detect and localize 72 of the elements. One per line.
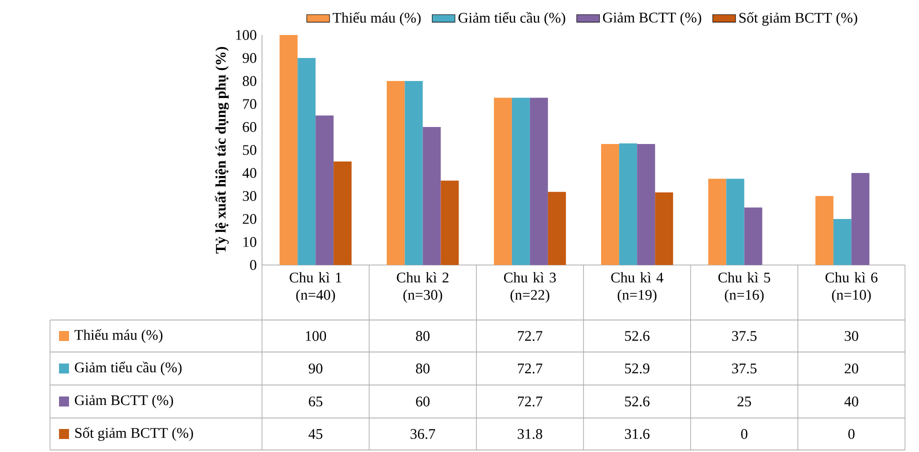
legend-label: Giảm BCTT (%) (603, 12, 702, 26)
bar (316, 115, 334, 265)
data-label: 25 (738, 396, 752, 406)
data-label: 31.6 (624, 429, 650, 439)
data-label: 72.7 (518, 331, 542, 341)
bar (530, 98, 548, 265)
bar (548, 192, 566, 265)
data-label: 72.7 (518, 396, 542, 406)
x-tick-label: Chu kì 5 (n=16) (718, 272, 770, 303)
x-tick-label: Chu kì 3 (n=22) (504, 272, 556, 303)
y-tick-label: 80 (242, 76, 256, 86)
data-label: 52.6 (625, 396, 650, 406)
bar (833, 218, 852, 265)
y-tick-label: 0 (250, 260, 256, 270)
y-tick-label: 50 (243, 145, 256, 155)
legend-label: Giảm tiểu cầu (%) (458, 12, 566, 26)
y-tick-label: 60 (242, 122, 256, 132)
y-tick-label: 90 (242, 53, 256, 63)
data-label: 37.5 (732, 331, 757, 341)
data-label: 52.9 (625, 364, 650, 374)
bar (280, 35, 298, 265)
text: Thiếu máu (%) (74, 329, 162, 343)
text: Giảm tiểu cầu (%) (74, 362, 182, 376)
x-tick-label: Chu kì 6 (n=10) (826, 272, 878, 303)
data-label: 52.6 (625, 331, 650, 341)
data-label: 40 (844, 396, 858, 406)
data-label: 60 (416, 396, 430, 406)
bar (815, 196, 834, 265)
bar (637, 144, 656, 265)
data-label: 90 (308, 364, 322, 374)
bar (708, 178, 726, 265)
y-tick-label: 100 (236, 30, 256, 40)
y-tick-label: 70 (243, 99, 256, 109)
bar (440, 180, 459, 265)
x-tick-label: Chu kì 2 (n=30) (396, 272, 448, 303)
bar (619, 143, 638, 265)
legend-label: Sốt giảm BCTT (%) (739, 12, 858, 26)
data-label: 0 (741, 429, 748, 439)
data-label: 20 (844, 364, 858, 374)
data-label: 65 (308, 396, 322, 406)
x-tick-label: Chu kì 1 (n=40) (290, 272, 342, 303)
data-label: 45 (308, 429, 322, 439)
data-label: 30 (844, 331, 858, 341)
bar (422, 126, 441, 265)
bar (386, 81, 405, 265)
data-label: 100 (306, 331, 326, 341)
bar (655, 192, 674, 265)
y-tick-label: 30 (242, 191, 256, 201)
y-tick-label: 20 (242, 214, 256, 224)
bar (512, 98, 530, 265)
data-label: 80 (416, 331, 430, 341)
bar (744, 207, 762, 265)
y-tick-label: 10 (243, 237, 256, 247)
data-label: 37.5 (732, 364, 757, 374)
y-tick-label: 40 (242, 168, 256, 178)
data-label: 36.7 (410, 429, 436, 439)
data-label: 80 (416, 364, 430, 374)
text: Giảm BCTT (%) (74, 394, 174, 408)
data-label: 31.8 (518, 429, 542, 439)
bar (726, 178, 744, 265)
bar (494, 98, 512, 265)
bar (404, 81, 423, 265)
bar (298, 58, 316, 265)
legend-label: Thiếu máu (%) (332, 12, 421, 26)
x-tick-label: Chu kì 4 (n=19) (611, 272, 664, 303)
data-label: 0 (848, 429, 855, 439)
bar (334, 161, 352, 265)
bar (851, 172, 870, 265)
y-axis-title: Tỷ lệ xuất hiện tác dụng phụ (%) (214, 46, 229, 254)
text: Sốt giảm BCTT (%) (75, 427, 194, 441)
bar (601, 144, 620, 265)
data-label: 72.7 (518, 364, 542, 374)
